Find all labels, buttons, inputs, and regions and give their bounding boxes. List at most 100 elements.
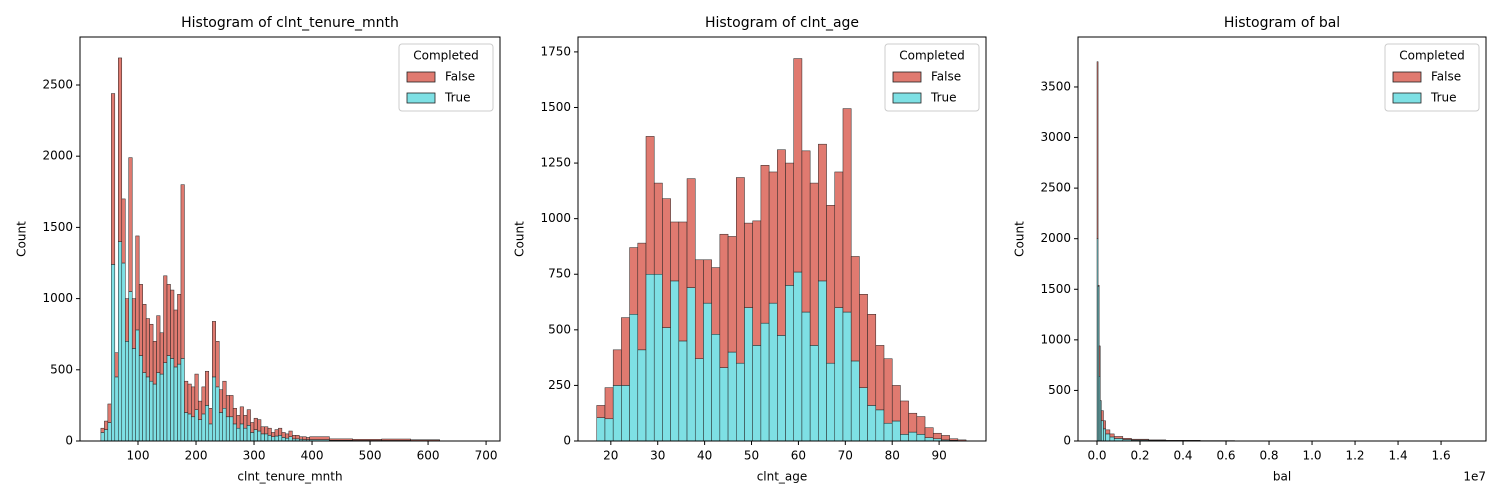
histogram-bar <box>205 405 210 442</box>
x-tick-label: 1.6 <box>1432 449 1451 463</box>
x-tick-label: 50 <box>744 449 759 463</box>
legend-swatch <box>1392 71 1422 83</box>
histogram-bar <box>637 349 647 442</box>
y-tick-label: 0 <box>563 434 571 448</box>
histogram-bar <box>612 385 622 442</box>
histogram-bar <box>250 432 255 442</box>
histogram-bar <box>302 436 307 440</box>
histogram-bar <box>107 422 112 442</box>
y-tick-label: 2500 <box>1040 181 1071 195</box>
x-offset-label: 1e7 <box>1463 470 1486 484</box>
histogram-bar <box>1105 433 1111 442</box>
histogram-bar <box>260 426 265 435</box>
x-tick-label: 70 <box>838 449 853 463</box>
x-tick-label: 30 <box>650 449 665 463</box>
histogram-bar <box>250 422 255 433</box>
histogram-bar <box>135 329 140 442</box>
histogram-bar <box>678 221 688 342</box>
y-tick-label: 2500 <box>42 77 73 91</box>
histogram-bar <box>629 247 639 315</box>
histogram-bar <box>686 178 696 288</box>
histogram-bar <box>900 400 909 435</box>
x-tick-label: 500 <box>359 449 382 463</box>
histogram-bar <box>121 198 126 264</box>
histogram-bar <box>118 241 123 442</box>
legend-swatch <box>406 92 436 104</box>
y-tick-label: 3500 <box>1040 79 1071 93</box>
histogram-bar <box>752 345 762 442</box>
histogram-bar <box>1098 345 1101 377</box>
histogram-bar <box>201 413 206 442</box>
x-tick-label: 1.0 <box>1302 449 1321 463</box>
histogram-bar <box>924 437 934 442</box>
histogram-bar <box>100 427 105 433</box>
histogram-bar <box>727 351 737 442</box>
histogram-bar <box>645 136 655 275</box>
axes-frame <box>577 36 987 442</box>
chart-title: Histogram of bal <box>1224 15 1340 31</box>
histogram-bar <box>883 422 893 442</box>
histogram-bar <box>201 386 206 415</box>
histogram-bar <box>653 273 663 442</box>
legend-label: True <box>930 91 957 105</box>
histogram-bar <box>891 420 901 442</box>
histogram-bar <box>768 302 778 442</box>
histogram-bar <box>410 439 440 441</box>
legend-label: True <box>444 91 471 105</box>
histogram-bar <box>891 385 901 422</box>
x-tick-label: 90 <box>931 449 946 463</box>
histogram-bar <box>215 386 220 442</box>
histogram-bar <box>111 93 116 265</box>
histogram-bar <box>809 182 819 346</box>
histogram-bar <box>278 435 283 442</box>
histogram-bar <box>229 416 234 442</box>
histogram-bar <box>166 355 171 442</box>
y-tick-label: 1750 <box>540 44 571 58</box>
histogram-bar <box>274 435 279 442</box>
histogram-bar <box>859 294 868 388</box>
legend-title: Completed <box>1399 49 1464 63</box>
histogram-bar <box>908 431 918 442</box>
legend-label: False <box>931 70 961 84</box>
histogram-bar <box>299 436 304 440</box>
histogram-bar <box>826 362 836 442</box>
histogram-bar <box>218 389 223 413</box>
histogram-bar <box>264 426 269 435</box>
histogram-bar <box>1103 420 1106 430</box>
histogram-bar <box>225 395 230 418</box>
histogram-bar <box>128 157 133 292</box>
y-tick-label: 250 <box>548 378 571 392</box>
histogram-bar <box>281 432 286 438</box>
plot-area <box>100 57 440 442</box>
histogram-bar <box>288 436 293 442</box>
histogram-bar <box>793 271 803 442</box>
histogram-bar <box>198 419 203 442</box>
x-tick-label: 0.8 <box>1259 449 1278 463</box>
x-axis-label: bal <box>1273 470 1291 484</box>
histogram-bar <box>908 412 918 433</box>
legend-label: True <box>1430 91 1457 105</box>
y-tick-label: 1250 <box>540 156 571 170</box>
histogram-bar <box>662 327 671 442</box>
histogram-bar <box>834 307 844 442</box>
histogram-bar <box>883 358 893 424</box>
x-tick-label: 0.2 <box>1130 449 1149 463</box>
histogram-bar <box>596 405 606 418</box>
histogram-bar <box>719 233 729 368</box>
histogram-bar <box>246 409 251 426</box>
histogram-bar <box>309 436 330 440</box>
histogram-bar <box>180 184 185 359</box>
histogram-bar <box>1148 439 1167 441</box>
histogram-bar <box>288 430 293 437</box>
x-tick-label: 700 <box>475 449 498 463</box>
y-tick-label: 1000 <box>42 291 73 305</box>
histogram-bar <box>149 380 154 442</box>
histogram-bar <box>260 433 265 442</box>
histogram-bar <box>752 220 762 346</box>
histogram-bar <box>229 395 234 418</box>
histogram-bar <box>1122 438 1132 440</box>
histogram-bar <box>208 407 213 425</box>
histogram-bar <box>867 314 877 406</box>
histogram-bar <box>719 367 729 442</box>
histogram-bar <box>177 294 182 365</box>
